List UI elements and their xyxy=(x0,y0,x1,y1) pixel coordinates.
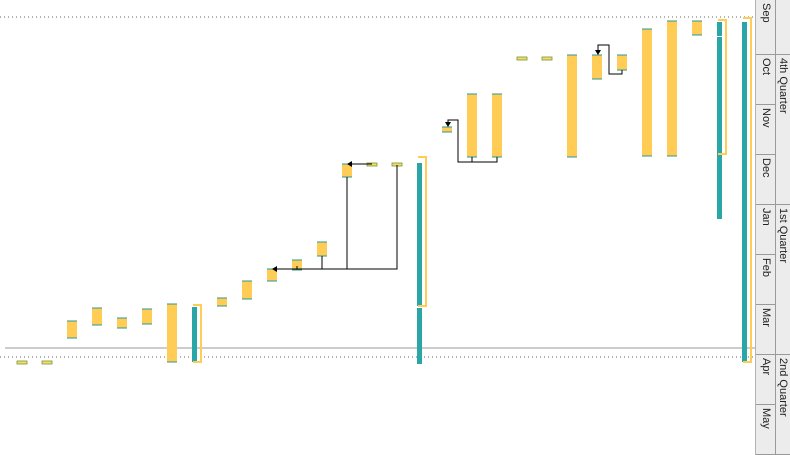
summary-bracket[interactable] xyxy=(718,19,727,155)
task-bar[interactable] xyxy=(342,164,352,177)
timescale-quarter xyxy=(776,0,790,55)
dependency-line[interactable] xyxy=(472,157,498,163)
task-bar[interactable] xyxy=(117,318,127,328)
timescale-quarter: 4th Quarter xyxy=(776,55,790,205)
timescale-month-label: Dec xyxy=(759,158,772,178)
dependency-line[interactable] xyxy=(275,165,398,270)
timescale-month-label: Jan xyxy=(759,208,772,226)
task-bar[interactable] xyxy=(692,21,702,35)
timescale-month: Dec xyxy=(756,155,776,205)
task-bar[interactable] xyxy=(492,94,502,157)
summary-bracket[interactable] xyxy=(743,17,752,363)
task-bar[interactable] xyxy=(617,55,627,70)
task-bar[interactable] xyxy=(642,29,652,156)
timescale-quarter-label: 2nd Quarter xyxy=(776,358,789,417)
arrow-head-icon[interactable] xyxy=(445,122,451,127)
summary-bar[interactable] xyxy=(742,22,747,362)
timescale-month: Oct xyxy=(756,55,776,105)
milestone-bar[interactable] xyxy=(41,360,53,365)
timescale-quarter-label: 4th Quarter xyxy=(776,58,789,114)
dependency-line[interactable] xyxy=(447,119,473,163)
summary-bar[interactable] xyxy=(717,22,722,36)
timescale-quarter-label: 1st Quarter xyxy=(776,208,789,264)
summary-bracket[interactable] xyxy=(193,304,202,363)
task-bar[interactable] xyxy=(667,21,677,156)
timescale-month: Apr xyxy=(756,355,776,405)
summary-bar[interactable] xyxy=(417,308,422,364)
summary-bar[interactable] xyxy=(717,155,722,219)
timescale-quarter: 1st Quarter xyxy=(776,205,790,355)
task-bar[interactable] xyxy=(442,127,452,132)
task-bar[interactable] xyxy=(567,55,577,157)
arrow-head-icon[interactable] xyxy=(347,161,352,167)
task-bar[interactable] xyxy=(267,269,277,281)
milestone-bar[interactable] xyxy=(16,360,28,365)
timescale-month: Jan xyxy=(756,205,776,255)
summary-bar[interactable] xyxy=(192,307,197,362)
arrow-head-icon[interactable] xyxy=(595,50,601,55)
timescale-month-label: Mar xyxy=(759,308,772,327)
summary-bar[interactable] xyxy=(717,37,722,155)
task-bar[interactable] xyxy=(242,281,252,299)
task-bar[interactable] xyxy=(317,242,327,256)
timescale-month: May xyxy=(756,405,776,455)
task-bar[interactable] xyxy=(217,298,227,306)
timescale-month-label: Sep xyxy=(759,3,772,23)
task-bar[interactable] xyxy=(67,321,77,338)
timescale-panel: Sep Oct Nov Dec Jan Feb Mar Apr May 4th Quarter 1s… xyxy=(755,0,790,455)
task-bar[interactable] xyxy=(167,304,177,362)
timescale-month: Nov xyxy=(756,105,776,155)
task-bar[interactable] xyxy=(92,308,102,325)
milestone-bar[interactable] xyxy=(516,56,528,61)
task-bar[interactable] xyxy=(467,94,477,157)
timescale-month: Sep xyxy=(756,0,776,55)
dependency-line[interactable] xyxy=(597,44,623,75)
task-bar[interactable] xyxy=(592,55,602,79)
timescale-quarter: 2nd Quarter xyxy=(776,355,790,455)
summary-bracket[interactable] xyxy=(418,156,427,307)
timescale-month-label: Nov xyxy=(759,108,772,128)
milestone-bar[interactable] xyxy=(541,56,553,61)
task-bar[interactable] xyxy=(292,260,302,270)
timescale-month-label: Apr xyxy=(759,358,772,376)
summary-bar[interactable] xyxy=(417,163,422,306)
timescale-month-label: Oct xyxy=(759,58,772,76)
timescale-month: Mar xyxy=(756,305,776,355)
timescale-month-label: Feb xyxy=(759,258,772,277)
task-bar[interactable] xyxy=(142,309,152,324)
gantt-chart-area[interactable] xyxy=(0,0,755,455)
timescale-month-label: May xyxy=(759,408,772,429)
arrow-head-icon[interactable] xyxy=(272,266,277,272)
timescale-month: Feb xyxy=(756,255,776,305)
